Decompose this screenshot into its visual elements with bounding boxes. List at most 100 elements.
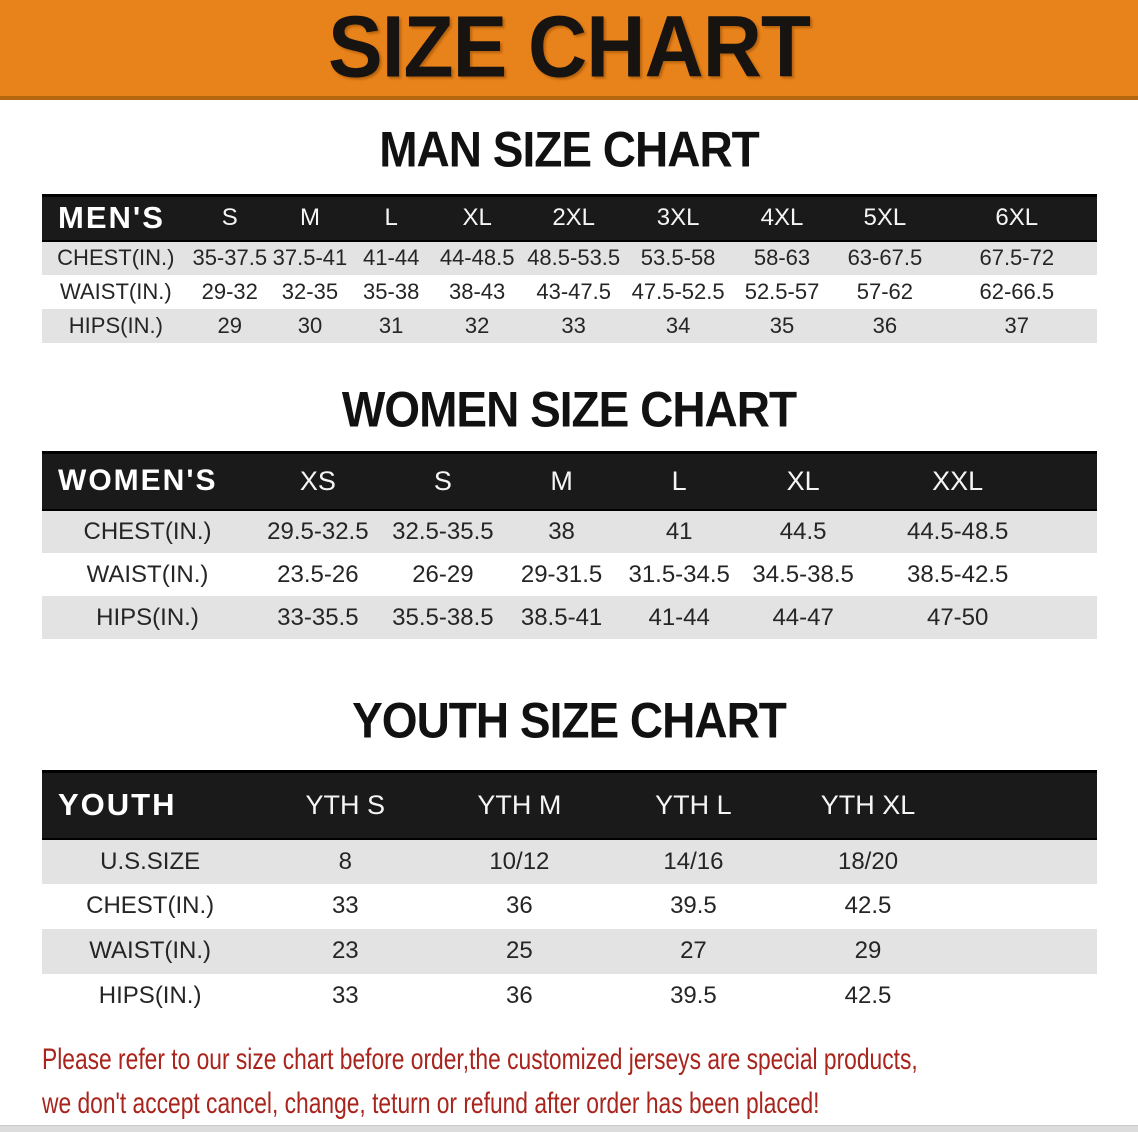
size-cell: 52.5-57	[744, 278, 820, 304]
col-header: 2XL	[521, 194, 626, 242]
col-header: S	[382, 450, 504, 511]
col-header: 4XL	[730, 194, 834, 242]
size-cell: 23	[331, 937, 359, 964]
mens-size-table: MEN'S S M L XL 2XL 3XL 4XL 5XL 6XL CHEST…	[42, 194, 1097, 343]
size-cell: 47-50	[926, 603, 989, 631]
size-chart-banner: SIZE CHART	[0, 0, 1138, 100]
table-row: CHEST(IN.) 33 36 39.5 42.5	[42, 883, 1097, 929]
women-size-chart-heading: WOMEN SIZE CHART	[341, 380, 797, 437]
size-cell: 26-29	[412, 560, 474, 588]
disclaimer: Please refer to our size chart before or…	[42, 1038, 1138, 1126]
size-cell: 41	[665, 518, 693, 545]
size-cell: 34.5-38.5	[752, 560, 854, 588]
mens-header-row: MEN'S S M L XL 2XL 3XL 4XL 5XL 6XL	[42, 194, 1097, 242]
size-cell: 44.5	[779, 518, 827, 545]
size-cell: 39.5	[670, 982, 717, 1009]
table-row: WAIST(IN.) 29-32 32-35 35-38 38-43 43-47…	[42, 274, 1097, 309]
youth-header-row: YOUTH YTH S YTH M YTH L YTH XL	[42, 770, 1097, 840]
size-cell: 44-47	[772, 603, 834, 631]
spacer-cell	[1047, 553, 1097, 596]
bottom-edge-strip	[0, 1125, 1138, 1132]
spacer-cell	[956, 839, 1097, 884]
spacer-cell	[1047, 596, 1097, 639]
size-cell: 43-47.5	[536, 278, 611, 304]
size-cell: 33	[561, 312, 586, 338]
size-cell: 42.5	[844, 982, 892, 1009]
size-cell: 38	[548, 518, 575, 545]
table-row: WAIST(IN.) 23.5-26 26-29 29-31.5 31.5-34…	[42, 553, 1097, 596]
spacer-cell	[955, 770, 1097, 840]
size-cell: 8	[338, 847, 352, 875]
spacer-cell	[1047, 450, 1097, 511]
size-cell: 38-43	[449, 278, 506, 304]
col-header: S	[189, 194, 270, 242]
size-cell: 62-66.5	[979, 278, 1055, 304]
size-cell: 18/20	[837, 847, 899, 875]
spacer-cell	[956, 974, 1097, 1019]
row-label: WAIST(IN.)	[86, 560, 209, 588]
row-label: CHEST(IN.)	[86, 892, 215, 919]
size-cell: 34	[665, 312, 691, 338]
col-header: YTH L	[606, 770, 781, 840]
size-cell: 31	[378, 312, 404, 338]
womens-corner-label: WOMEN'S	[42, 450, 253, 511]
row-label: U.S.SIZE	[100, 847, 201, 875]
table-row: HIPS(IN.) 33 36 39.5 42.5	[42, 973, 1097, 1019]
row-label: CHEST(IN.)	[83, 518, 212, 545]
womens-size-table: WOMEN'S XS S M L XL XXL CHEST(IN.) 29.5-…	[42, 450, 1097, 639]
row-label: WAIST(IN.)	[60, 278, 172, 304]
col-header: L	[620, 450, 739, 511]
table-row: HIPS(IN.) 33-35.5 35.5-38.5 38.5-41 41-4…	[42, 596, 1097, 639]
spacer-cell	[1047, 510, 1097, 553]
table-row: WAIST(IN.) 23 25 27 29	[42, 928, 1097, 974]
col-header: 5XL	[833, 194, 937, 242]
mens-corner-label: MEN'S	[42, 194, 190, 242]
size-cell: 27	[680, 937, 707, 964]
disclaimer-line-1: Please refer to our size chart before or…	[42, 1042, 918, 1076]
size-cell: 14/16	[663, 847, 724, 875]
size-cell: 23.5-26	[277, 560, 359, 588]
man-size-chart-heading: MAN SIZE CHART	[379, 120, 760, 178]
size-cell: 36	[872, 312, 898, 338]
size-cell: 29.5-32.5	[267, 518, 369, 545]
col-header: 3XL	[625, 194, 731, 242]
size-cell: 48.5-53.5	[527, 245, 621, 270]
size-cell: 35.5-38.5	[392, 603, 494, 631]
size-cell: 44-48.5	[439, 245, 515, 270]
size-cell: 29	[854, 937, 882, 964]
size-cell: 37.5-41	[272, 245, 348, 270]
size-cell: 63-67.5	[847, 245, 923, 270]
size-cell: 36	[506, 982, 533, 1009]
row-label: HIPS(IN.)	[98, 982, 202, 1009]
row-label: WAIST(IN.)	[89, 937, 212, 964]
col-header: XS	[253, 450, 383, 511]
size-cell: 38.5-41	[520, 603, 603, 631]
size-cell: 67.5-72	[979, 245, 1055, 270]
size-cell: 37	[1004, 312, 1030, 338]
col-header: YTH M	[432, 770, 607, 840]
size-cell: 35-37.5	[192, 245, 268, 270]
col-header: XL	[432, 194, 522, 242]
size-cell: 41-44	[648, 603, 710, 631]
table-row: CHEST(IN.) 29.5-32.5 32.5-35.5 38 41 44.…	[42, 510, 1097, 553]
size-cell: 25	[506, 937, 533, 964]
row-label: CHEST(IN.)	[57, 245, 175, 270]
size-cell: 33-35.5	[277, 603, 359, 631]
youth-size-table: YOUTH YTH S YTH M YTH L YTH XL U.S.SIZE …	[42, 770, 1097, 1019]
table-row: HIPS(IN.) 29 30 31 32 33 34 35 36 37	[42, 308, 1097, 343]
size-cell: 32-35	[281, 278, 339, 304]
size-cell: 39.5	[670, 892, 717, 919]
size-cell: 33	[331, 892, 359, 919]
col-header: M	[269, 194, 351, 242]
size-cell: 38.5-42.5	[906, 560, 1009, 588]
banner-title: SIZE CHART	[328, 0, 811, 96]
size-cell: 44.5-48.5	[906, 518, 1009, 545]
col-header: 6XL	[936, 194, 1097, 242]
size-cell: 41-44	[363, 245, 420, 270]
size-cell: 57-62	[856, 278, 914, 304]
col-header: YTH S	[258, 770, 433, 840]
womens-header-row: WOMEN'S XS S M L XL XXL	[42, 450, 1097, 511]
col-header: YTH XL	[780, 770, 956, 840]
size-cell: 29-31.5	[520, 560, 603, 588]
col-header: XXL	[868, 450, 1048, 511]
